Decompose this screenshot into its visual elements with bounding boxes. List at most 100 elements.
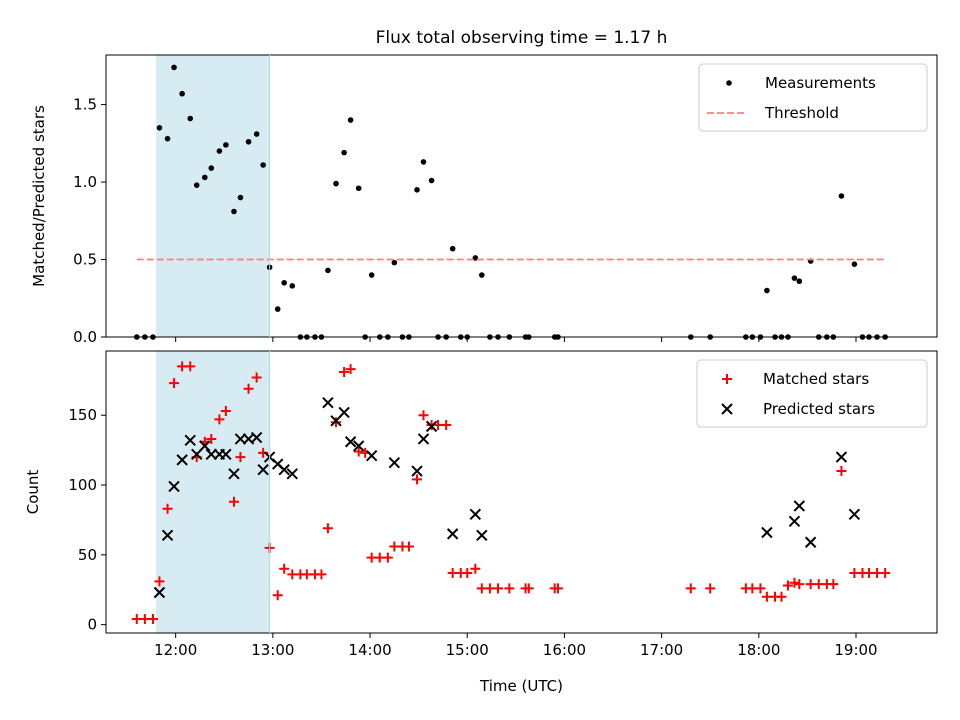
measurement-point (216, 148, 223, 154)
x-tick-label: 15:00 (446, 641, 489, 659)
matched-star-point (685, 583, 696, 594)
measurement-point (231, 208, 237, 215)
matched-star-point (162, 503, 173, 514)
y-tick-label: 150 (68, 406, 97, 424)
predicted-star-point (344, 436, 357, 448)
matched-star-point (705, 583, 716, 594)
legend-dot-icon (726, 80, 732, 86)
measurement-point (333, 180, 339, 187)
predicted-star-point (388, 456, 401, 469)
legend-label: Threshold (764, 104, 839, 122)
measurement-point (420, 159, 427, 165)
matched-star-point (828, 579, 839, 590)
matched-star-point (147, 614, 158, 625)
y-tick-label: 100 (68, 476, 97, 494)
matched-star-point (523, 583, 534, 594)
legend-box (696, 359, 928, 428)
predicted-star-point (425, 420, 438, 433)
predicted-star-point (793, 500, 806, 512)
predicted-star-point (352, 440, 365, 452)
observing-window-highlight (156, 55, 270, 337)
matched-star-point (339, 366, 350, 377)
count-y-ticks: 0 50 100 150 (68, 406, 106, 634)
matched-star-point (316, 569, 327, 580)
predicted-star-point (411, 465, 423, 477)
matched-star-point (235, 452, 246, 463)
predicted-star-point (286, 468, 298, 480)
legend-label: Matched stars (763, 370, 869, 388)
predicted-star-point (338, 406, 350, 419)
y-tick-label: 50 (78, 546, 97, 564)
x-tick-label: 14:00 (348, 641, 391, 659)
measurement-point (428, 177, 435, 184)
count-x-ticks: 12:00 13:00 14:00 15:00 16:00 17:00 18:00 19:00 (154, 633, 878, 659)
predicted-star-point (250, 431, 263, 444)
count-y-axis-label: Count (24, 470, 42, 515)
matched-star-point (220, 406, 231, 417)
count-legend: Matched stars Predicted stars (696, 359, 928, 428)
measurement-point (341, 149, 347, 156)
matched-star-point (776, 591, 787, 602)
y-tick-label: 0.0 (73, 328, 97, 346)
measurement-point (237, 194, 244, 201)
matched-star-point (412, 474, 423, 485)
predicted-star-point (835, 451, 848, 463)
y-tick-label: 0 (87, 616, 97, 634)
measurement-point (479, 272, 485, 278)
matched-star-point (169, 378, 180, 389)
matched-star-point (470, 563, 481, 574)
predicted-star-point (184, 434, 196, 447)
measurement-point (347, 117, 354, 123)
matched-star-point (243, 383, 254, 394)
measurement-point (260, 162, 266, 168)
x-tick-label: 17:00 (640, 641, 683, 659)
predicted-star-point (161, 529, 174, 541)
predicted-star-point (365, 449, 378, 462)
measurement-point (156, 125, 163, 131)
measurement-point (449, 245, 456, 252)
matched-star-point (552, 583, 563, 594)
x-tick-label: 13:00 (251, 641, 294, 659)
measurement-point (223, 142, 229, 148)
matched-star-point (353, 446, 364, 457)
matched-star-point (272, 590, 283, 601)
ratio-y-ticks: 0.0 0.5 1.0 1.5 (73, 96, 106, 346)
matched-star-point (185, 361, 196, 372)
matched-star-point (279, 563, 290, 574)
predicted-star-point (257, 463, 269, 476)
predicted-star-point (417, 433, 430, 445)
matched-star-point (755, 583, 766, 594)
predicted-star-point (446, 528, 459, 540)
matched-star-point (836, 466, 847, 477)
measurement-point (274, 306, 281, 312)
measurement-point (851, 261, 858, 267)
measurement-point (391, 259, 398, 266)
predicted-star-point (804, 536, 817, 548)
matched-star-point (228, 496, 239, 507)
ratio-panel: 0.0 0.5 1.0 1.5 Matched/Predicted stars Mea… (30, 54, 938, 346)
matched-star-point (880, 567, 891, 578)
matched-star-point (794, 579, 805, 590)
measurement-point (368, 272, 375, 278)
x-tick-label: 16:00 (543, 641, 586, 659)
ratio-legend: Measurements Threshold (698, 63, 928, 132)
predicted-star-point (848, 508, 861, 521)
y-tick-label: 1.0 (73, 173, 97, 191)
measurement-point (193, 182, 200, 188)
measurement-point (164, 135, 171, 142)
measurement-point (208, 165, 215, 171)
legend-box (698, 63, 928, 132)
matched-star-point (782, 580, 793, 591)
predicted-star-point (153, 586, 166, 599)
predicted-star-point (234, 433, 247, 445)
matched-star-point (206, 433, 217, 444)
measurement-point (325, 267, 331, 274)
x-tick-label: 19:00 (834, 641, 877, 659)
x-tick-label: 12:00 (154, 641, 197, 659)
matched-star-point (504, 583, 515, 594)
predicted-star-point (220, 448, 232, 461)
predicted-star-point (199, 440, 211, 452)
measurement-point (202, 174, 208, 181)
ratio-plot-frame (105, 54, 938, 338)
